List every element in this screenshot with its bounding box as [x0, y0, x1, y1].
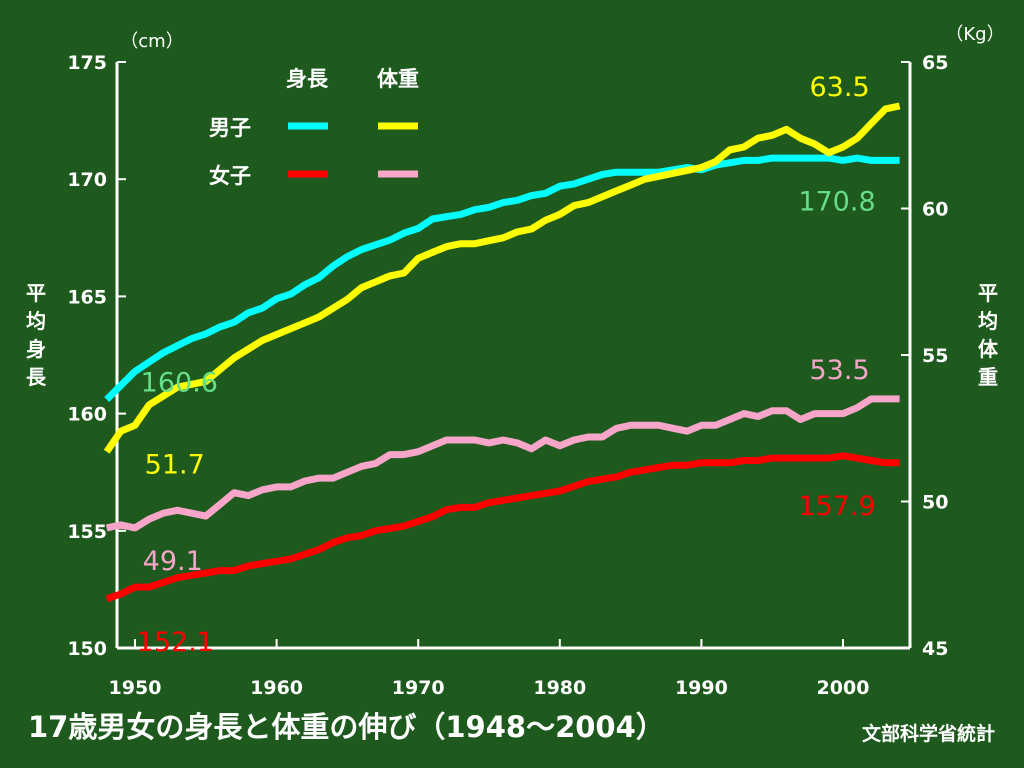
- x-tick-label: 1990: [675, 677, 728, 699]
- left-axis-unit: （cm）: [120, 31, 183, 52]
- left-tick-label: 150: [67, 638, 107, 660]
- series-line-male-height: [104, 154, 900, 402]
- right-tick-label: 60: [922, 199, 948, 221]
- right-tick-label: 45: [922, 638, 948, 660]
- x-tick-label: 1960: [250, 677, 303, 699]
- annotation-male-height-end: 170.8: [798, 186, 875, 217]
- left-axis-title: 平均身長: [26, 281, 47, 389]
- legend-row-male: 男子: [209, 116, 251, 140]
- right-tick-label: 55: [922, 345, 948, 367]
- x-tick-label: 1950: [109, 677, 162, 699]
- left-tick-label: 170: [67, 169, 107, 191]
- right-tick-label: 65: [922, 52, 948, 74]
- left-tick-label: 175: [67, 52, 107, 74]
- series-lines: [103, 102, 901, 603]
- right-axis-unit: （Kg）: [945, 24, 1004, 45]
- left-tick-label: 165: [67, 286, 107, 308]
- legend-col-weight: 体重: [377, 67, 419, 91]
- x-tick-label: 1970: [392, 677, 445, 699]
- legend: 身長 体重 男子 女子: [209, 67, 419, 188]
- right-tick-label: 50: [922, 492, 948, 514]
- series-line-male-weight: [103, 102, 901, 454]
- left-tick-label: 155: [67, 521, 107, 543]
- ticks-layer: 175 170 165 160 155 150 65 60 55 50 45 1950 1960 1970…: [67, 52, 948, 699]
- left-tick-label: 160: [67, 404, 107, 426]
- legend-col-height: 身長: [286, 67, 329, 91]
- right-axis-title: 平均体重: [978, 281, 999, 389]
- series-line-female-height: [105, 452, 900, 603]
- source-note: 文部科学省統計: [862, 722, 995, 745]
- annotation-female-weight-end: 53.5: [810, 355, 870, 386]
- annotation-male-weight-end: 63.5: [810, 72, 870, 103]
- legend-row-female: 女子: [209, 164, 251, 188]
- series-line-female-weight: [105, 395, 900, 532]
- annotation-male-weight-start: 51.7: [145, 450, 205, 481]
- annotations: 160.6 170.8 51.7 63.5 152.1 157.9 49.1 53.5: [137, 72, 876, 658]
- annotation-male-height-start: 160.6: [141, 368, 218, 399]
- annotation-female-height-end: 157.9: [798, 491, 875, 522]
- annotation-female-weight-start: 49.1: [143, 546, 203, 577]
- x-tick-label: 2000: [817, 677, 870, 699]
- x-tick-label: 1980: [533, 677, 586, 699]
- chart-title: 17歳男女の身長と体重の伸び（1948～2004）: [28, 710, 665, 744]
- annotation-female-height-start: 152.1: [137, 627, 214, 658]
